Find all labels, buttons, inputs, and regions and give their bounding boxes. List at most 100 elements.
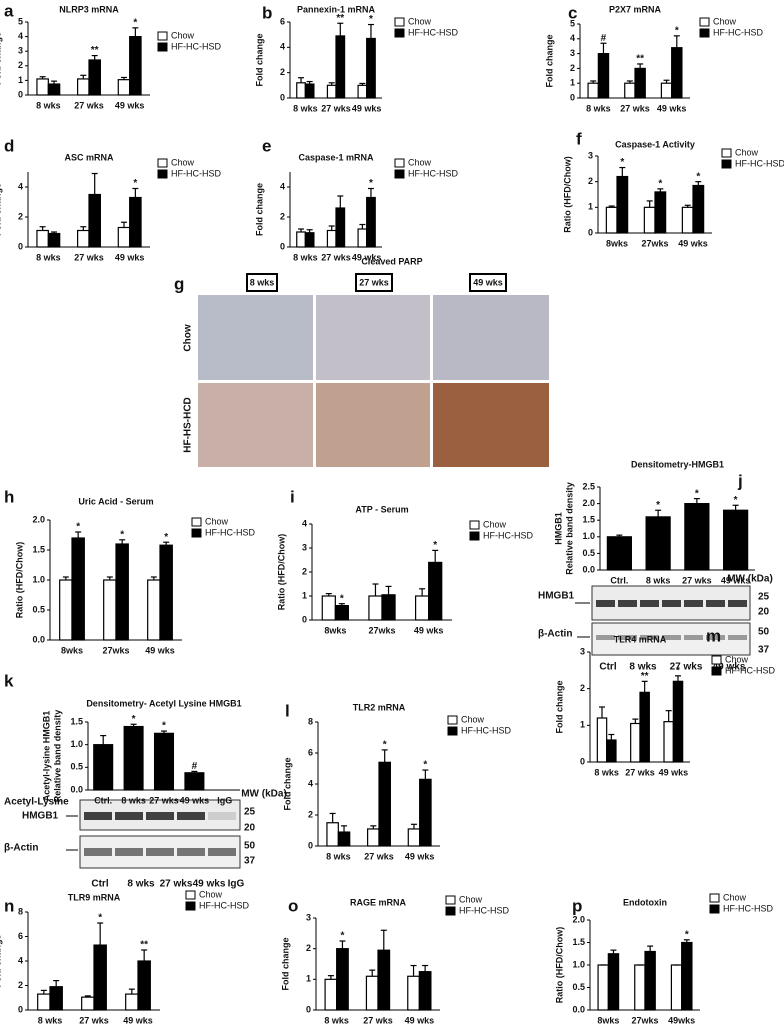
x-tick-label: 8 wks (38, 1015, 63, 1025)
legend-swatch (445, 895, 456, 905)
y-tick-label: 0 (308, 840, 313, 850)
legend-swatch (709, 904, 720, 914)
x-tick-label: 8wks (324, 625, 346, 635)
blot-row-label: HMGB1 (538, 591, 575, 602)
y-tick-label: 8 (308, 716, 313, 726)
blot-band (177, 848, 205, 856)
bar (36, 229, 49, 248)
x-tick-label: Ctrl. (610, 575, 628, 585)
column-label: 8 wks (250, 277, 275, 287)
significance-mark: * (369, 178, 373, 189)
panel-letter: h (4, 487, 14, 506)
y-tick-label: 1.0 (32, 574, 45, 584)
blot-band (208, 812, 236, 820)
significance-mark: * (76, 522, 80, 533)
bar (47, 232, 61, 248)
chart-title: Pannexin-1 mRNA (297, 4, 376, 14)
legend-label: Chow (408, 16, 432, 26)
histology-grid (198, 273, 549, 467)
y-tick-label: 0 (588, 227, 593, 237)
column-label: 27 wks (359, 277, 389, 287)
blot-band (84, 848, 112, 856)
legend-swatch (191, 528, 202, 538)
y-tick-label: 1.5 (582, 515, 595, 525)
chart-title: Endotoxin (623, 897, 667, 907)
legend-swatch (699, 28, 710, 38)
legend-swatch (394, 158, 405, 168)
blot-band (596, 635, 615, 640)
blot-band (684, 600, 703, 607)
blot-band (146, 812, 174, 820)
y-tick-label: 0.5 (582, 548, 595, 558)
bar (129, 35, 142, 96)
blot-band (84, 812, 112, 820)
bar (634, 67, 646, 99)
bar (377, 949, 391, 1011)
y-tick-label: 2 (302, 566, 307, 576)
blot-row-label: Acetyl-Lysine (4, 797, 69, 808)
mw-marker: 50 (244, 841, 256, 852)
panel-letter: k (4, 671, 14, 690)
bar (147, 579, 161, 641)
panel-letter: j (737, 471, 743, 490)
significance-mark: * (695, 488, 699, 499)
chart-title: ATP - Serum (355, 504, 408, 514)
legend-swatch (711, 655, 722, 665)
y-tick-label: 4 (308, 778, 313, 788)
x-tick-label: 8 wks (293, 103, 318, 113)
legend-label: HF-HC-HSD (199, 900, 249, 910)
bar (117, 79, 131, 96)
x-tick-label: 27 wks (79, 1015, 109, 1025)
lane-label: 8 wks (629, 662, 657, 673)
legend-swatch (721, 159, 732, 169)
y-tick-label: 2 (18, 60, 23, 70)
bar (304, 83, 315, 99)
row-label: HF-HS-HCD (183, 397, 194, 453)
bar (81, 996, 95, 1011)
bar (326, 229, 337, 248)
bar (616, 175, 629, 234)
bar (357, 84, 368, 99)
x-tick-label: 8 wks (594, 767, 619, 777)
y-tick-label: 4 (18, 955, 23, 965)
y-axis-label: HMGB1 (553, 512, 563, 545)
x-tick-label: 49 wks (145, 645, 175, 655)
panel-letter: a (4, 1, 14, 20)
bar (634, 964, 646, 1011)
blot-row-label: HMGB1 (22, 811, 59, 822)
mw-marker: 25 (244, 807, 256, 818)
bar (321, 595, 336, 621)
y-tick-label: 3 (580, 646, 585, 656)
x-tick-label: IgG (217, 795, 232, 805)
significance-mark: * (120, 529, 124, 540)
y-tick-label: 0 (580, 756, 585, 766)
bar (103, 579, 117, 641)
y-tick-label: 3 (570, 48, 575, 58)
panel-letter: p (572, 896, 582, 915)
legend-label: HF-HC-HSD (725, 665, 775, 675)
x-tick-label: 49 wks (414, 625, 444, 635)
x-tick-label: 27 wks (74, 100, 104, 110)
bar (407, 828, 421, 847)
chart-title: Densitometry-HMGB1 (631, 459, 724, 469)
legend-swatch (157, 169, 168, 179)
legend-swatch (394, 17, 405, 27)
lane-label: 27 wks (670, 662, 703, 673)
legend-label: Chow (171, 30, 195, 40)
panel-letter: f (576, 129, 582, 148)
y-axis-label: Relative band density (52, 710, 62, 803)
y-tick-label: 0.5 (32, 604, 45, 614)
x-tick-label: 27 wks (321, 252, 351, 262)
significance-mark: ** (140, 940, 148, 951)
y-axis-label: Ratio (HFD/Chow) (562, 156, 572, 233)
chart-title: P2X7 mRNA (609, 4, 662, 14)
bar (324, 978, 338, 1011)
blot-band (728, 635, 747, 640)
panel-letter: c (568, 3, 577, 22)
x-tick-label: 8wks (606, 238, 628, 248)
y-tick-label: 3 (18, 46, 23, 56)
panel-letter: m (706, 626, 721, 645)
chart-title: Caspase-1 Activity (615, 139, 695, 149)
bar (428, 561, 443, 621)
bar (47, 83, 61, 96)
